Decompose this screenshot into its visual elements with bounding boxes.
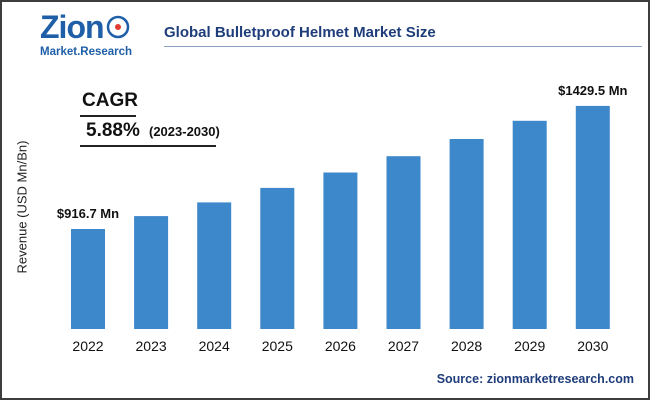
bar-2028 bbox=[449, 139, 484, 329]
x-tick-label-2024: 2024 bbox=[199, 338, 230, 354]
logo-text-top: Zion bbox=[40, 9, 104, 45]
x-tick-label-2027: 2027 bbox=[388, 338, 419, 354]
bar-2030 bbox=[575, 105, 610, 330]
title-underline bbox=[164, 46, 642, 47]
x-tick-label-2026: 2026 bbox=[325, 338, 356, 354]
bar-2022 bbox=[71, 229, 105, 329]
chart-title: Global Bulletproof Helmet Market Size bbox=[164, 24, 436, 41]
cagr-underline bbox=[80, 115, 136, 117]
x-tick-label-2022: 2022 bbox=[72, 338, 103, 354]
x-tick-label-2025: 2025 bbox=[262, 338, 293, 354]
bar-2024 bbox=[197, 202, 232, 329]
logo-globe-icon bbox=[106, 15, 130, 39]
x-tick-label-2030: 2030 bbox=[577, 338, 608, 354]
bar-2023 bbox=[134, 216, 169, 329]
cagr-value: 5.88% bbox=[86, 120, 140, 141]
x-tick-label-2023: 2023 bbox=[136, 338, 167, 354]
bar-2025 bbox=[260, 187, 295, 329]
bar-2026 bbox=[323, 172, 358, 329]
bar-2029 bbox=[512, 120, 547, 329]
data-label-2022: $916.7 Mn bbox=[57, 206, 119, 221]
zion-logo: Zion Market.Research bbox=[40, 9, 132, 58]
x-tick-label-2029: 2029 bbox=[514, 338, 545, 354]
data-label-2030: $1429.5 Mn bbox=[558, 83, 627, 98]
cagr-period: (2023-2030) bbox=[149, 124, 220, 139]
x-tick-label-2028: 2028 bbox=[451, 338, 482, 354]
cagr-value-underline bbox=[80, 145, 216, 147]
cagr-label: CAGR bbox=[82, 90, 138, 111]
bar-2027 bbox=[386, 156, 421, 329]
source-note: Source: zionmarketresearch.com bbox=[436, 372, 634, 386]
logo-globe-center bbox=[115, 24, 121, 30]
logo-text-bottom: Market.Research bbox=[40, 46, 132, 58]
